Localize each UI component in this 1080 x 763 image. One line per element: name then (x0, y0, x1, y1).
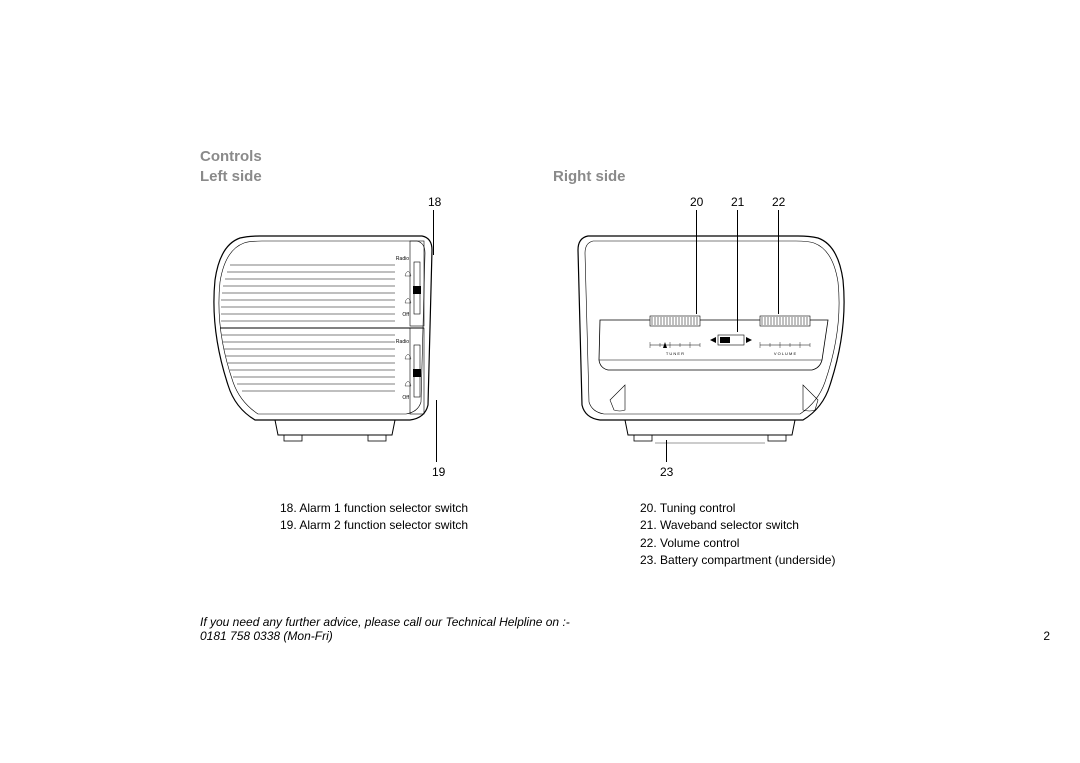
right-legend-0-num: 20. (640, 501, 657, 515)
right-legend-0-text: Tuning control (660, 501, 736, 515)
left-legend: 18. Alarm 1 function selector switch 19.… (280, 500, 468, 535)
slider1-label-off: Off (402, 312, 409, 318)
volume-wheel-icon (760, 316, 810, 326)
left-device-illustration: Radio Off Radio Off (200, 210, 460, 460)
callout-22-line (778, 210, 779, 314)
callout-21: 21 (731, 195, 744, 209)
callout-18-line (433, 210, 434, 255)
slider1-label-radio: Radio (396, 256, 409, 262)
page-number: 2 (1043, 629, 1050, 643)
waveband-switch-icon (710, 335, 752, 345)
left-legend-1-num: 19. (280, 518, 297, 532)
callout-23: 23 (660, 465, 673, 479)
callout-22: 22 (772, 195, 785, 209)
tuner-label: T U N E R (666, 351, 684, 356)
right-legend: 20. Tuning control 21. Waveband selector… (640, 500, 835, 570)
callout-20-line (696, 210, 697, 314)
right-device-illustration: T U N E R V O L U M E (570, 210, 850, 460)
heading-left-side: Left side (200, 168, 262, 185)
slider2-label-radio: Radio (396, 339, 409, 345)
callout-23-line (666, 440, 667, 462)
callout-18: 18 (428, 195, 441, 209)
left-legend-1-text: Alarm 2 function selector switch (299, 518, 468, 532)
right-legend-2-text: Volume control (660, 536, 739, 550)
right-legend-3-text: Battery compartment (underside) (660, 553, 835, 567)
left-legend-0-num: 18. (280, 501, 297, 515)
right-legend-3-num: 23. (640, 553, 657, 567)
callout-19-line (436, 400, 437, 462)
slider2-label-off: Off (402, 395, 409, 401)
callout-19: 19 (432, 465, 445, 479)
callout-20: 20 (690, 195, 703, 209)
right-legend-1-text: Waveband selector switch (660, 518, 799, 532)
callout-21-line (737, 210, 738, 332)
right-legend-1-num: 21. (640, 518, 657, 532)
footer-line1: If you need any further advice, please c… (200, 615, 570, 629)
tuning-wheel-icon (650, 316, 700, 326)
footer-text: If you need any further advice, please c… (200, 615, 570, 643)
heading-right-side: Right side (553, 168, 626, 185)
left-legend-0-text: Alarm 1 function selector switch (299, 501, 468, 515)
heading-controls: Controls (200, 148, 262, 165)
footer-line2: 0181 758 0338 (Mon-Fri) (200, 629, 570, 643)
volume-label: V O L U M E (774, 351, 797, 356)
right-legend-2-num: 22. (640, 536, 657, 550)
